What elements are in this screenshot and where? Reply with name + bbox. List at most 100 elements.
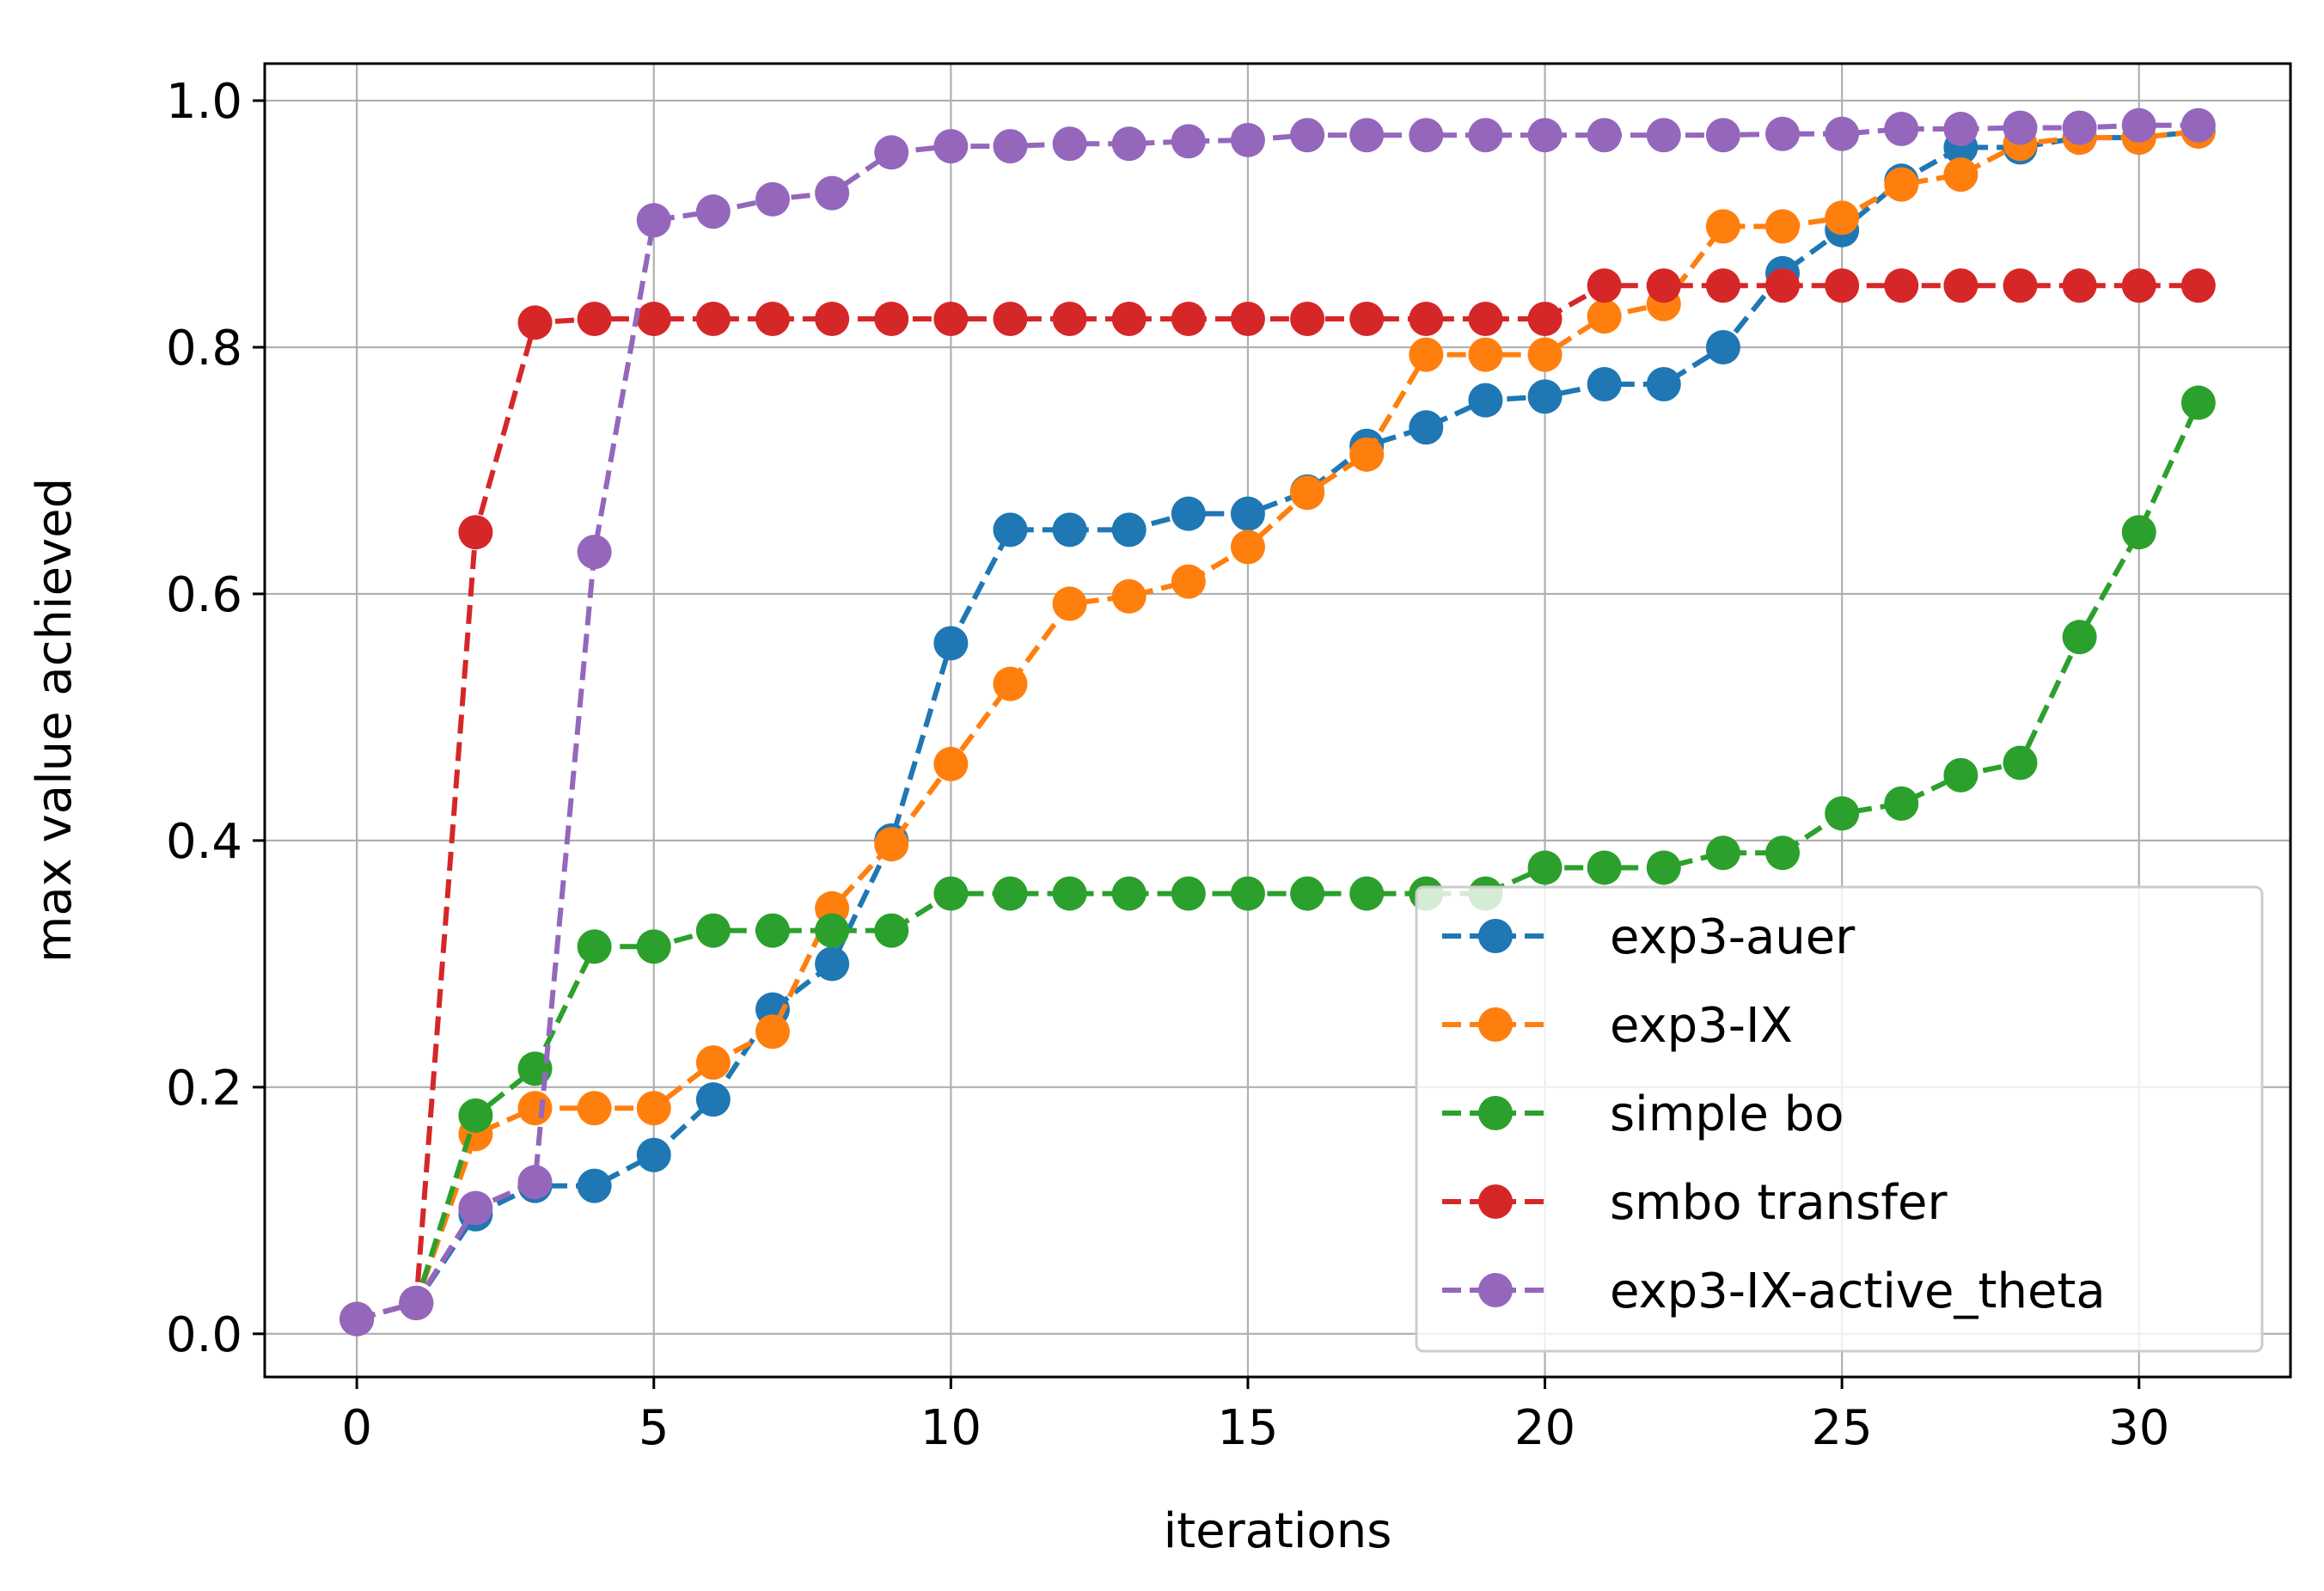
- data-point: [1884, 112, 1919, 147]
- data-point: [1290, 876, 1325, 911]
- y-tick-label: 0.4: [166, 814, 242, 870]
- data-point: [933, 626, 969, 661]
- data-point: [695, 1045, 731, 1080]
- legend-item: exp3-auer: [1442, 909, 1856, 965]
- data-point: [1052, 301, 1087, 336]
- data-point: [1587, 850, 1622, 885]
- data-point: [577, 1168, 612, 1203]
- data-point: [1052, 876, 1087, 911]
- data-point: [399, 1285, 434, 1320]
- data-point: [1111, 512, 1147, 548]
- data-point: [1290, 301, 1325, 336]
- data-point: [1646, 118, 1681, 153]
- x-axis: 0 5 10 15 20 25 30: [341, 1377, 2169, 1456]
- data-point: [2003, 110, 2038, 145]
- data-point: [1468, 301, 1503, 336]
- data-point: [2180, 268, 2216, 303]
- data-point: [1527, 337, 1563, 372]
- data-point: [1230, 122, 1265, 157]
- x-tick-label: 5: [639, 1400, 670, 1456]
- data-point: [1705, 268, 1740, 303]
- x-tick-label: 10: [920, 1400, 982, 1456]
- x-axis-label: iterations: [1164, 1503, 1392, 1559]
- x-tick-label: 30: [2108, 1400, 2169, 1456]
- data-point: [993, 666, 1028, 701]
- legend-label: simple bo: [1610, 1086, 1844, 1142]
- data-point: [1527, 118, 1563, 153]
- data-point: [815, 301, 850, 336]
- data-point: [517, 1165, 553, 1200]
- data-point: [636, 1091, 671, 1126]
- data-point: [1884, 268, 1919, 303]
- data-point: [1409, 410, 1444, 445]
- data-point: [874, 913, 909, 948]
- data-point: [695, 194, 731, 229]
- data-point: [1587, 268, 1622, 303]
- series-exp3-ix-active-theta: [339, 107, 2216, 1337]
- data-point: [1171, 876, 1206, 911]
- data-point: [933, 876, 969, 911]
- data-point: [993, 512, 1028, 548]
- data-point: [1290, 118, 1325, 153]
- data-point: [1171, 496, 1206, 531]
- data-point: [1825, 200, 1860, 236]
- data-point: [1943, 157, 1978, 193]
- data-point: [1646, 268, 1681, 303]
- data-point: [1171, 564, 1206, 599]
- data-point: [1349, 301, 1385, 336]
- data-point: [1943, 757, 1978, 792]
- data-point: [815, 913, 850, 948]
- data-point: [2121, 515, 2156, 550]
- data-point: [1765, 268, 1801, 303]
- data-point: [1646, 850, 1681, 885]
- data-point: [458, 1098, 493, 1133]
- data-point: [1349, 437, 1385, 472]
- data-point: [636, 1137, 671, 1172]
- data-point: [1705, 209, 1740, 244]
- data-point: [1052, 512, 1087, 548]
- legend-item: smbo transfer: [1442, 1175, 1948, 1231]
- data-point: [339, 1301, 375, 1337]
- data-point: [2180, 107, 2216, 143]
- y-tick-label: 0.2: [166, 1061, 242, 1117]
- data-point: [1825, 116, 1860, 151]
- data-point: [1587, 299, 1622, 334]
- data-point: [933, 129, 969, 164]
- data-point: [517, 1091, 553, 1126]
- legend-label: exp3-auer: [1610, 909, 1856, 965]
- data-point: [2003, 268, 2038, 303]
- y-tick-label: 0.6: [166, 567, 242, 623]
- data-point: [1527, 301, 1563, 336]
- data-point: [1171, 124, 1206, 159]
- data-point: [517, 305, 553, 340]
- data-point: [1349, 876, 1385, 911]
- data-point: [1765, 835, 1801, 871]
- data-point: [1765, 209, 1801, 244]
- data-point: [695, 301, 731, 336]
- data-point: [1409, 337, 1444, 372]
- data-point: [1705, 835, 1740, 871]
- y-tick-label: 0.8: [166, 321, 242, 376]
- data-point: [577, 301, 612, 336]
- data-point: [695, 1082, 731, 1117]
- data-point: [933, 301, 969, 336]
- data-point: [2062, 268, 2097, 303]
- data-point: [1290, 475, 1325, 511]
- legend-item: exp3-IX-active_theta: [1442, 1264, 2106, 1319]
- data-point: [1765, 116, 1801, 151]
- data-point: [1230, 876, 1265, 911]
- data-point: [874, 827, 909, 862]
- legend-marker: [1478, 919, 1513, 953]
- legend-label: exp3-IX: [1610, 998, 1793, 1054]
- data-point: [874, 301, 909, 336]
- data-point: [1230, 301, 1265, 336]
- y-tick-label: 0.0: [166, 1307, 242, 1363]
- y-axis: 0.0 0.2 0.4 0.6 0.8 1.0: [166, 74, 265, 1363]
- data-point: [874, 135, 909, 170]
- data-point: [1705, 329, 1740, 364]
- data-point: [1825, 268, 1860, 303]
- data-point: [2180, 385, 2216, 420]
- x-tick-label: 15: [1217, 1400, 1278, 1456]
